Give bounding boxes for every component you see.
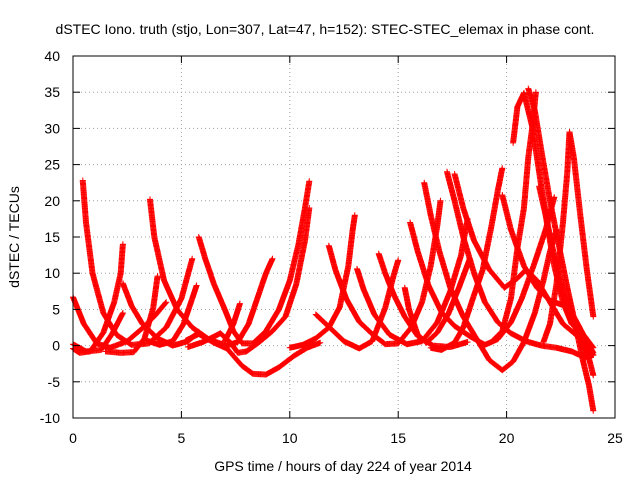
x-tick-label: 20 [499, 430, 515, 446]
y-tick-label: 25 [44, 157, 60, 173]
x-tick-label: 10 [282, 430, 298, 446]
arc-markers [79, 177, 196, 348]
data-arc [182, 331, 324, 378]
y-axis-label: dSTEC / TECUs [6, 186, 22, 288]
grid-lines [73, 56, 615, 418]
y-tick-label: 30 [44, 120, 60, 136]
y-tick-label: 20 [44, 193, 60, 209]
x-axis-label: GPS time / hours of day 224 of year 2014 [214, 458, 472, 474]
arc-markers [184, 205, 313, 356]
x-tick-label: 0 [69, 430, 77, 446]
x-tick-label: 25 [607, 430, 623, 446]
data-arc [401, 255, 473, 346]
y-tick-label: 0 [52, 338, 60, 354]
data-arc [79, 177, 196, 348]
data-arc [143, 282, 200, 348]
arc-markers [540, 129, 597, 345]
y-tick-label: -10 [40, 410, 60, 426]
x-tick-label: 5 [178, 430, 186, 446]
data-arc [536, 183, 597, 351]
arc-markers [195, 178, 313, 347]
arc-markers [143, 282, 200, 348]
y-tick-label: 40 [44, 48, 60, 64]
data-arc [184, 205, 313, 356]
arc-markers [102, 273, 161, 356]
arc-markers [182, 331, 324, 378]
arc-markers [312, 257, 402, 352]
data-arc [195, 178, 313, 347]
arc-markers [401, 255, 473, 346]
arc-markers [536, 183, 597, 351]
y-tick-label: -5 [48, 374, 61, 390]
data-arc [102, 273, 161, 356]
data-arc [540, 129, 597, 345]
arc-markers [421, 179, 560, 374]
data-arc [525, 85, 597, 414]
chart-title: dSTEC Iono. truth (stjo, Lon=307, Lat=47… [56, 21, 595, 37]
data-arc [421, 179, 560, 374]
data-arc [312, 257, 402, 352]
data-series [70, 85, 597, 414]
x-tick-label: 15 [390, 430, 406, 446]
axis-ticks: 0 5 10 15 20 25 -10 -5 0 5 10 15 20 25 30 35 40 [40, 48, 623, 446]
y-tick-label: 15 [44, 229, 60, 245]
data-arc [221, 300, 243, 345]
arc-markers [221, 300, 243, 345]
y-tick-label: 10 [44, 265, 60, 281]
arc-markers [525, 85, 597, 414]
y-tick-label: 35 [44, 84, 60, 100]
y-tick-label: 5 [52, 301, 60, 317]
